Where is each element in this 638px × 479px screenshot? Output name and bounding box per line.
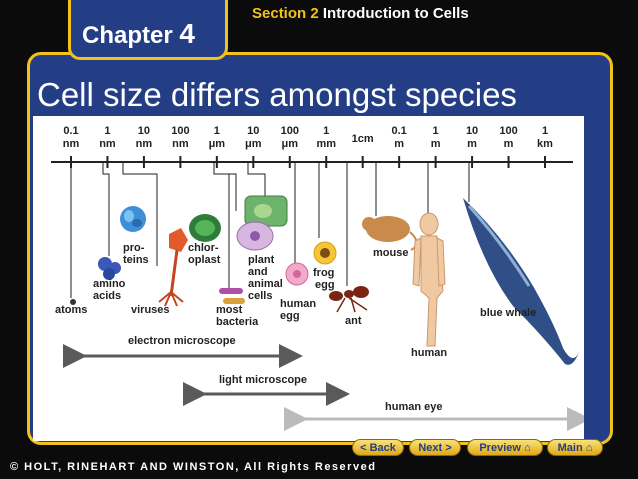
label-acids: acids [93, 290, 121, 302]
label-chloroplast-1: chlor- [188, 242, 219, 254]
label-human-egg-2: egg [280, 310, 300, 322]
tick-value-label: 10 [466, 125, 478, 137]
section-title: Introduction to Cells [322, 5, 469, 22]
label-plant: plant [248, 254, 275, 266]
tick-unit-label: m [394, 138, 404, 150]
human-eye-range: human eye [284, 401, 591, 431]
tick-unit-label: μm [209, 138, 226, 150]
home-icon: ⌂ [585, 442, 593, 454]
main-label: Main [557, 442, 583, 454]
tick-value-label: 10 [247, 125, 259, 137]
tick-value-label: 1 [433, 125, 439, 137]
tick-unit-label: km [537, 138, 553, 150]
protein-icon [120, 206, 146, 232]
tick-value-label: 10 [138, 125, 150, 137]
label-amino: amino [93, 278, 126, 290]
frog-egg-icon [313, 241, 337, 265]
label-human: human [411, 347, 447, 359]
label-light-microscope: light microscope [219, 374, 307, 386]
label-ant: ant [345, 315, 362, 327]
copyright-footer: © HOLT, RINEHART AND WINSTON, All Rights… [10, 461, 377, 473]
tick-unit-label: mm [316, 138, 336, 150]
label-proteins-1: pro- [123, 242, 145, 254]
label-human-egg-1: human [280, 298, 316, 310]
blue-whale-icon [463, 198, 579, 365]
electron-microscope-range: electron microscope [63, 335, 303, 368]
back-button[interactable]: < Back [352, 439, 404, 456]
tick-value-label: 0.1 [63, 125, 78, 137]
tick-value-label: 0.1 [392, 125, 407, 137]
slide-title: Cell size differs amongst species [37, 76, 517, 113]
label-electron-microscope: electron microscope [128, 335, 236, 347]
label-most: most [216, 304, 243, 316]
virus-icon [158, 228, 188, 307]
tick-unit-label: m [431, 138, 441, 150]
label-animal: animal [248, 278, 283, 290]
section-header: Section 2 Introduction to Cells [252, 5, 469, 22]
label-blue-whale: blue whale [480, 307, 536, 319]
next-button[interactable]: Next > [409, 439, 461, 456]
label-chloroplast-2: oplast [188, 254, 221, 266]
tick-unit-label: μm [282, 138, 299, 150]
preview-button[interactable]: Preview ⌂ [467, 439, 543, 456]
light-microscope-range: light microscope [183, 374, 350, 406]
tick-value-label: 100 [171, 125, 189, 137]
tick-unit-label: m [467, 138, 477, 150]
label-cells: cells [248, 290, 272, 302]
preview-label: Preview [479, 442, 521, 454]
tick-value-label: 100 [281, 125, 299, 137]
connector-lines [70, 162, 470, 298]
human-egg-icon [285, 262, 309, 286]
chapter-label: Chapter 4 [82, 18, 195, 50]
chapter-word: Chapter [82, 22, 173, 49]
label-mouse: mouse [373, 247, 408, 259]
label-proteins-2: teins [123, 254, 149, 266]
label-frog-1: frog [313, 267, 334, 279]
chloroplast-icon [189, 214, 221, 242]
tick-value-label: 1 [214, 125, 220, 137]
label-viruses: viruses [131, 304, 170, 316]
tick-unit-label: nm [136, 138, 153, 150]
home-icon: ⌂ [524, 442, 531, 454]
tick-unit-label: μm [245, 138, 262, 150]
chapter-tab [68, 0, 228, 60]
bacteria-icon [219, 288, 245, 304]
mouse-icon [362, 216, 418, 251]
tick-value-label: 1 [104, 125, 110, 137]
label-atoms: atoms [55, 304, 87, 316]
plant-animal-cells-icon [236, 195, 288, 251]
tick-unit-label: m [504, 138, 514, 150]
tick-value-label: 100 [499, 125, 517, 137]
main-button[interactable]: Main ⌂ [547, 439, 603, 456]
size-scale-figure: 0.1 nm 1 nm 10 nm 100 nm 1 μm 10 μm 100 μm 1 mm 1cm 0.1 m 1… [33, 116, 591, 441]
amino-acid-icon [98, 257, 121, 280]
human-figure-icon [412, 212, 446, 347]
tick-value-label: 1 [542, 125, 548, 137]
label-and: and [248, 266, 268, 278]
label-frog-2: egg [315, 279, 335, 291]
label-bacteria: bacteria [216, 316, 259, 328]
chapter-number: 4 [179, 18, 195, 49]
tick-value-label: 1cm [352, 133, 374, 145]
section-label: Section 2 [252, 5, 319, 22]
label-human-eye: human eye [385, 401, 442, 413]
tick-value-label: 1 [323, 125, 329, 137]
tick-unit-label: nm [63, 138, 80, 150]
tick-unit-label: nm [99, 138, 116, 150]
tick-unit-label: nm [172, 138, 189, 150]
ant-icon [329, 286, 369, 313]
